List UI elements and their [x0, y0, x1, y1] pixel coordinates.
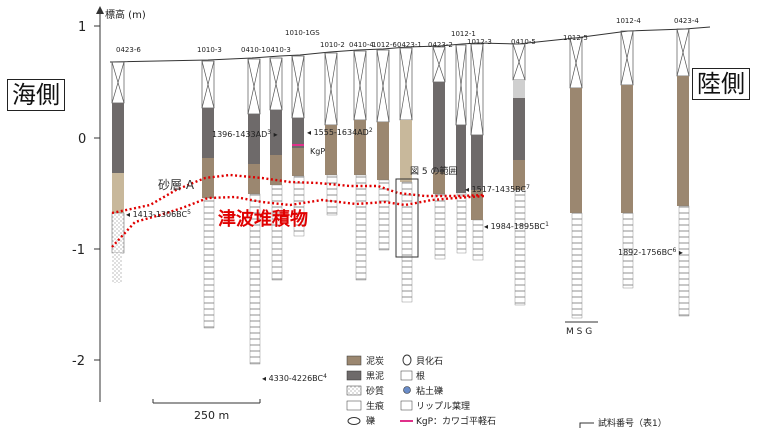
core-0410-1: 0410-1	[241, 46, 266, 365]
date-label: ◂ 1984-1895BC1	[484, 221, 549, 231]
legend-label: 砂質	[366, 385, 384, 397]
core-0410-5: 0410-5	[511, 38, 536, 306]
ground-surface-line	[109, 26, 711, 63]
tsunami-deposit-label: 津波堆積物	[218, 209, 308, 230]
legend-label: 根	[416, 370, 425, 382]
sand-layer-a-label: 砂層 A	[158, 178, 195, 192]
elevation-axis: 標高 (m) 1 0 -1 -2	[72, 6, 146, 402]
core-label: 0410-1	[241, 46, 266, 54]
legend: 泥炭 貝化石 黒泥 根 砂質 粘土礫 生痕 リップル葉理 礫 KgP：カワゴ平軽…	[346, 354, 667, 429]
core-columns: 0423-6 1010-3 0410-1	[111, 17, 699, 365]
core-1012-5: 1012-5	[563, 34, 588, 319]
core-label: 1010-3	[197, 46, 222, 54]
core-label: 1010-1GS	[285, 29, 320, 37]
trace-fossil-icon	[346, 400, 362, 411]
core-label: 0410-5	[511, 38, 536, 46]
sandy-swatch	[346, 385, 362, 396]
axis-label: 標高 (m)	[105, 8, 146, 21]
core-1010-1GS: 1010-1GS	[285, 29, 320, 237]
tick-label-minus1: -1	[72, 243, 85, 258]
scale-bar-label: 250 m	[194, 409, 229, 422]
core-label: 0423-2	[428, 41, 453, 49]
core-label: 1010-2	[320, 41, 345, 49]
tsunami-deposit-lines	[111, 173, 486, 248]
core-label: 1012-3	[467, 38, 492, 46]
core-label: 0410-3	[266, 46, 291, 54]
sea-side-label: 海側	[7, 79, 65, 111]
core-1010-2: 1010-2	[320, 41, 345, 216]
legend-label: 黒泥	[366, 371, 384, 382]
sample-legend-label: 試料番号（表1）	[598, 417, 667, 429]
core-label: 1012-4	[616, 17, 641, 25]
legend-label: 粘土礫	[416, 385, 443, 397]
legend-label: 貝化石	[416, 355, 443, 367]
core-0410-4: 0410-4	[349, 41, 374, 281]
core-label: 0410-4	[349, 41, 374, 49]
peat-swatch	[346, 355, 362, 366]
tick-label-minus2: -2	[72, 354, 85, 369]
core-0423-1: 0423-1	[397, 41, 422, 303]
date-label: 1892-1756BC6 ▸	[618, 247, 683, 257]
legend-label: 生痕	[366, 400, 384, 412]
core-label: 1012-6	[372, 41, 397, 49]
date-label: ◂ 4330-4226BC4	[262, 373, 327, 383]
core-0410-3: 0410-3	[266, 46, 291, 281]
legend-label: 泥炭	[366, 356, 384, 367]
core-0423-2: 0423-2	[428, 41, 453, 260]
grain-size-scale: M S G	[565, 321, 598, 337]
date-label: ◂ 1517-1435BC7	[465, 184, 530, 194]
date-annotations: 1396-1433AD3 ▸ ◂ 1555-1634AD2 KgP ◂ 1517…	[126, 127, 683, 383]
date-label: ◂ 1555-1634AD2	[307, 127, 373, 137]
core-label: 0423-1	[397, 41, 422, 49]
core-0423-6: 0423-6	[111, 46, 141, 283]
date-label: 1396-1433AD3 ▸	[212, 129, 278, 139]
scale-bar: 250 m	[152, 399, 261, 422]
core-1012-3: 1012-3	[467, 38, 492, 261]
kgp-label: KgP	[310, 147, 325, 156]
core-1010-3: 1010-3	[197, 46, 222, 329]
core-label: 1012-1	[451, 30, 476, 38]
clay-pebble-icon	[403, 386, 411, 394]
core-1012-4: 1012-4	[616, 17, 641, 289]
muck-swatch	[346, 370, 362, 381]
root-icon	[400, 370, 413, 381]
core-1012-6: 1012-6	[372, 41, 397, 251]
core-label: 0423-6	[116, 46, 141, 54]
figure5-label: 図 5 の範囲	[410, 165, 457, 177]
shell-fossil-icon	[402, 354, 412, 366]
legend-label: KgP：カワゴ平軽石	[416, 415, 496, 427]
figure5-range-box: 図 5 の範囲	[395, 165, 457, 258]
date-label: ◂ 1413-1306BC5	[126, 209, 191, 219]
tick-label-1: 1	[78, 20, 86, 35]
grain-size-label: M S G	[566, 327, 592, 337]
legend-label: 礫	[366, 415, 375, 427]
core-0423-4: 0423-4	[674, 17, 699, 317]
land-side-label: 陸側	[692, 68, 750, 100]
ripple-lamination-icon	[400, 400, 413, 411]
sample-number-icon	[579, 422, 594, 428]
tick-label-0: 0	[78, 132, 86, 147]
core-1012-1: 1012-1	[451, 30, 476, 254]
gravel-icon	[347, 417, 361, 425]
legend-label: リップル葉理	[416, 400, 470, 412]
core-label: 0423-4	[674, 17, 699, 25]
